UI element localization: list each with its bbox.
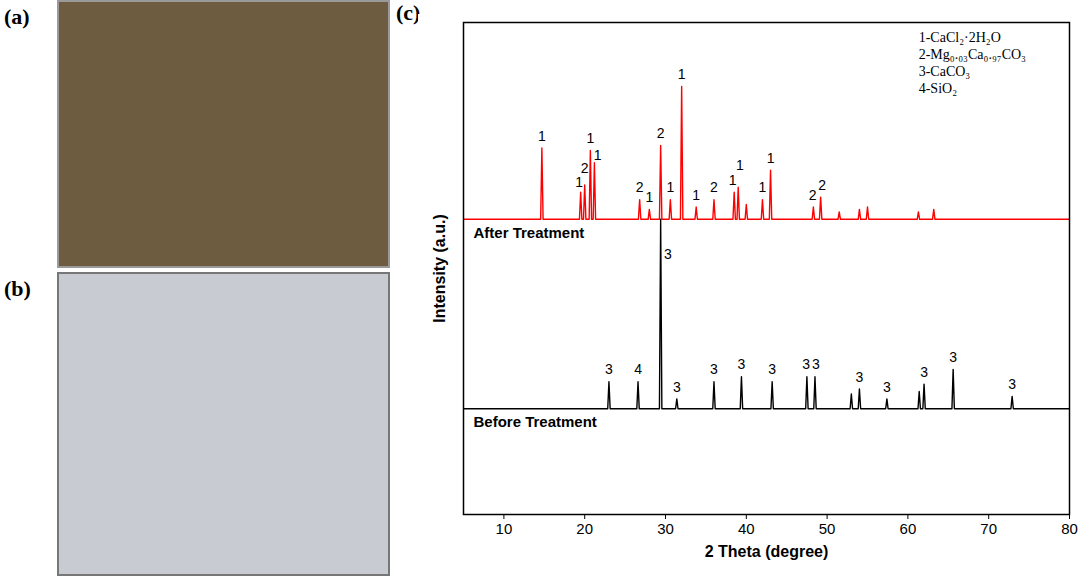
svg-text:1: 1 xyxy=(594,147,602,163)
svg-text:2 Theta (degree): 2 Theta (degree) xyxy=(705,543,829,560)
svg-text:30: 30 xyxy=(657,520,674,537)
svg-text:4: 4 xyxy=(634,361,642,377)
svg-text:3: 3 xyxy=(856,369,864,385)
svg-text:60: 60 xyxy=(900,520,917,537)
svg-text:2: 2 xyxy=(657,125,665,141)
svg-text:Before Treatment: Before Treatment xyxy=(474,413,597,430)
svg-text:3: 3 xyxy=(605,361,613,377)
svg-text:3: 3 xyxy=(738,356,746,372)
svg-text:2: 2 xyxy=(809,187,817,203)
svg-text:2: 2 xyxy=(636,179,644,195)
svg-text:After Treatment: After Treatment xyxy=(474,224,585,241)
svg-text:40: 40 xyxy=(738,520,755,537)
svg-text:Intensity (a.u.): Intensity (a.u.) xyxy=(431,214,448,322)
svg-text:1: 1 xyxy=(692,187,700,203)
svg-text:1: 1 xyxy=(678,66,686,82)
svg-text:2: 2 xyxy=(818,177,826,193)
svg-text:3: 3 xyxy=(812,356,820,372)
html-text:(b): (b) xyxy=(4,276,31,301)
svg-text:70: 70 xyxy=(980,520,997,537)
svg-text:3: 3 xyxy=(664,246,672,262)
svg-text:1-CaCl₂·2H₂O2-Mg₀.₀₃Ca₀.₉₇CO₃3: 1-CaCl₂·2H₂O2-Mg₀.₀₃Ca₀.₉₇CO₃3-CaCO₃4-Si… xyxy=(919,30,1026,95)
svg-text:1: 1 xyxy=(666,179,674,195)
svg-text:1: 1 xyxy=(729,172,737,188)
svg-text:3: 3 xyxy=(920,364,928,380)
svg-text:3: 3 xyxy=(1008,376,1016,392)
svg-text:1: 1 xyxy=(767,150,775,166)
svg-text:2: 2 xyxy=(581,160,589,176)
svg-text:1: 1 xyxy=(575,174,583,190)
svg-text:10: 10 xyxy=(496,520,513,537)
svg-text:1: 1 xyxy=(586,130,594,146)
svg-text:3: 3 xyxy=(949,349,957,365)
svg-text:3: 3 xyxy=(883,379,891,395)
svg-text:1: 1 xyxy=(736,157,744,173)
svg-text:80: 80 xyxy=(1061,520,1078,537)
svg-text:1: 1 xyxy=(538,128,546,144)
svg-text:3: 3 xyxy=(673,379,681,395)
svg-text:20: 20 xyxy=(576,520,593,537)
html-text:(a): (a) xyxy=(4,4,30,29)
svg-text:1: 1 xyxy=(645,189,653,205)
svg-text:1: 1 xyxy=(759,179,767,195)
svg-text:3: 3 xyxy=(802,356,810,372)
svg-text:3: 3 xyxy=(710,361,718,377)
svg-text:3: 3 xyxy=(768,361,776,377)
svg-text:2: 2 xyxy=(710,179,718,195)
svg-text:50: 50 xyxy=(819,520,836,537)
html-text:(c): (c) xyxy=(396,0,421,25)
